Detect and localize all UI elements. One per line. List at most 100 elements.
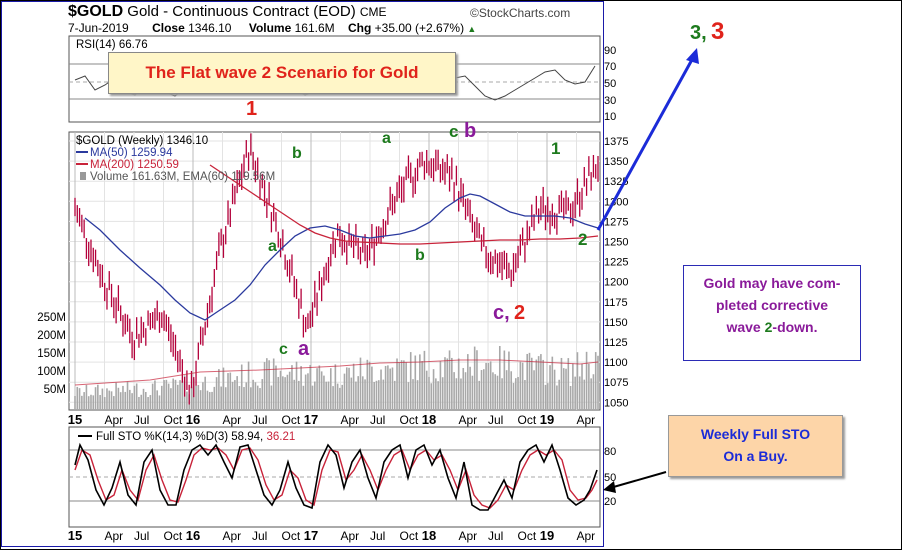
sto-note-line-2: On a Buy. bbox=[723, 448, 788, 464]
x-tick-bottom: Jul bbox=[134, 529, 149, 543]
wave-label-c: c bbox=[279, 341, 288, 358]
volume-bar bbox=[224, 387, 227, 410]
volume-bar bbox=[373, 382, 375, 410]
volume-bar bbox=[519, 361, 522, 410]
rsi-label: RSI(14) 66.76 bbox=[76, 39, 148, 51]
x-tick: Oct bbox=[164, 413, 183, 427]
volume-bar bbox=[284, 377, 286, 410]
price-tick: 1150 bbox=[604, 317, 628, 329]
x-tick-bottom: Apr bbox=[223, 529, 242, 543]
x-tick-bottom: Jul bbox=[370, 529, 385, 543]
volume-bar bbox=[110, 391, 113, 410]
volume-bar bbox=[501, 378, 503, 410]
volume-bar bbox=[583, 379, 586, 410]
ma50-line bbox=[84, 193, 599, 321]
volume-bar bbox=[551, 356, 554, 410]
volume-bar bbox=[398, 362, 401, 410]
sto-pointer-arrow bbox=[603, 471, 667, 493]
sto-panel: Full STO %K(14,3) %D(3) 58.94, 36.21 80 … bbox=[68, 426, 616, 528]
wave-label-3-green: 3, bbox=[690, 22, 707, 44]
volume-bar bbox=[117, 387, 120, 410]
volume-bar bbox=[514, 378, 517, 410]
volume-bar bbox=[211, 391, 213, 410]
volume-bar bbox=[560, 357, 563, 410]
volume-bar bbox=[352, 363, 355, 410]
volume-bar bbox=[453, 372, 455, 410]
x-tick: Oct bbox=[518, 413, 537, 427]
volume-bar bbox=[569, 386, 572, 410]
x-tick: Oct bbox=[400, 413, 419, 427]
volume-bar bbox=[510, 371, 513, 410]
price-tick: 1375 bbox=[604, 136, 628, 148]
volume-bar bbox=[106, 388, 108, 410]
volume-bar bbox=[567, 358, 570, 410]
volume-bar bbox=[425, 370, 428, 410]
x-tick: Oct bbox=[282, 413, 301, 427]
volume-bar bbox=[288, 371, 291, 410]
volume-tick: 50M bbox=[44, 384, 66, 396]
volume-bar bbox=[364, 379, 366, 410]
sto-k-line bbox=[74, 442, 598, 511]
volume-bar bbox=[441, 377, 444, 410]
volume-bar bbox=[478, 380, 481, 410]
volume-bar bbox=[158, 395, 161, 410]
x-tick: 17 bbox=[304, 412, 318, 427]
volume-bar bbox=[407, 382, 410, 410]
x-tick-bottom: Jul bbox=[252, 529, 267, 543]
wave-label-a: a bbox=[268, 238, 277, 255]
x-tick-bottom: 15 bbox=[68, 528, 82, 543]
volume-bar bbox=[430, 383, 433, 410]
chg-value: +35.00 (+2.67%) bbox=[374, 21, 465, 35]
volume-bar bbox=[83, 392, 85, 410]
volume-bar bbox=[339, 387, 341, 410]
volume-bar bbox=[227, 373, 229, 410]
volume-bar bbox=[170, 388, 172, 410]
volume-bar bbox=[574, 376, 576, 410]
price-legend-main: $GOLD (Weekly) 1346.10 bbox=[76, 135, 208, 147]
volume-bar bbox=[553, 369, 556, 410]
volume-bar bbox=[528, 352, 531, 410]
volume-bar bbox=[343, 373, 346, 410]
quote-line: 7-Jun-2019 Close 1346.10 Volume 161.6M C… bbox=[68, 21, 476, 35]
volume-bar bbox=[140, 394, 143, 410]
volume-tick: 100M bbox=[37, 366, 66, 378]
volume-bar bbox=[174, 379, 177, 410]
volume-bar bbox=[380, 369, 382, 410]
volume-bar bbox=[540, 354, 542, 410]
volume-axis: 250M 200M 150M 100M 50M bbox=[37, 312, 66, 396]
volume-bar bbox=[87, 396, 90, 410]
volume-bar bbox=[391, 367, 394, 410]
volume-bar bbox=[74, 396, 76, 410]
volume-bar bbox=[455, 378, 458, 410]
x-tick: Jul bbox=[134, 413, 149, 427]
volume-bar bbox=[471, 375, 474, 410]
volume-bar bbox=[350, 377, 353, 410]
volume-bar bbox=[113, 396, 115, 410]
volume-bar bbox=[446, 358, 449, 410]
wave-label-b-2017: b bbox=[415, 247, 425, 264]
volume-bar bbox=[90, 394, 92, 410]
volume-bar bbox=[309, 364, 312, 410]
sto-tick: 50 bbox=[604, 472, 616, 484]
volume-bar bbox=[286, 374, 289, 410]
volume-bar bbox=[165, 379, 168, 410]
sto-note-line-1: Weekly Full STO bbox=[700, 426, 811, 442]
volume-bar bbox=[345, 367, 348, 410]
volume-bar bbox=[590, 378, 592, 410]
x-axis: 1515AprAprJulJulOctOct1616AprAprJulJulOc… bbox=[68, 412, 595, 543]
volume-bar bbox=[213, 386, 216, 410]
volume-bar bbox=[243, 387, 245, 410]
volume-bar bbox=[179, 380, 181, 410]
x-tick-bottom: Jul bbox=[488, 529, 503, 543]
volume-bar bbox=[480, 370, 483, 410]
volume-bar bbox=[172, 378, 175, 410]
wave-label-1-green: 1 bbox=[551, 139, 561, 158]
volume-bar bbox=[302, 385, 305, 410]
volume-bar bbox=[151, 383, 154, 410]
volume-bar bbox=[218, 369, 220, 410]
volume-bar bbox=[437, 381, 439, 410]
volume-bar bbox=[92, 395, 95, 410]
volume-bar bbox=[366, 359, 369, 410]
volume-bar bbox=[393, 380, 396, 410]
x-tick: Jul bbox=[252, 413, 267, 427]
